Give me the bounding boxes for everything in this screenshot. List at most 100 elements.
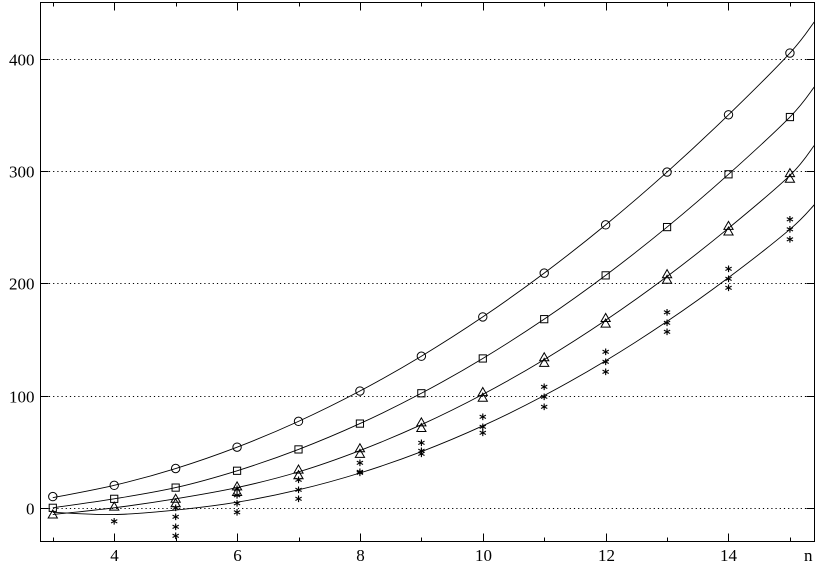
marker-triangle (108, 501, 120, 511)
marker-triangle (784, 173, 796, 183)
marker-asterisk: * (356, 458, 364, 474)
x-tick-label: 6 (233, 546, 242, 565)
marker-square (294, 445, 303, 454)
marker-triangle (784, 167, 796, 178)
y-tick-label: 100 (9, 388, 35, 407)
marker-asterisk: * (172, 512, 180, 528)
marker-asterisk: * (111, 517, 119, 533)
marker-circle (109, 480, 119, 491)
marker-triangle (538, 351, 550, 362)
marker-square (724, 170, 733, 179)
marker-circle (355, 386, 365, 396)
marker-square (171, 483, 180, 492)
marker-asterisk: * (479, 412, 487, 428)
marker-triangle (477, 392, 489, 402)
marker-triangle (661, 274, 673, 284)
marker-triangle (231, 486, 243, 497)
marker-asterisk: * (172, 503, 180, 519)
marker-circle (416, 351, 427, 361)
y-tick-label: 200 (9, 275, 35, 294)
grid-lines (40, 59, 815, 509)
marker-asterisk: * (602, 357, 610, 373)
marker-asterisk: * (418, 438, 426, 454)
marker-asterisk: * (725, 283, 733, 299)
marker-asterisk: * (786, 225, 794, 241)
marker-square (785, 112, 795, 122)
marker-asterisk: * (172, 522, 180, 538)
marker-triangle (415, 422, 427, 433)
marker-asterisk: * (541, 402, 549, 418)
y-tick-label: 400 (9, 51, 35, 70)
marker-asterisk: * (541, 382, 549, 398)
marker-asterisk: * (295, 475, 303, 491)
fit-curves (52, 21, 815, 516)
marker-circle (662, 167, 672, 177)
marker-triangle (170, 497, 182, 508)
marker-square (417, 389, 426, 398)
marker-triangle (293, 469, 304, 480)
marker-asterisk: * (356, 468, 364, 484)
marker-asterisk: * (725, 274, 733, 290)
marker-triangle (231, 480, 243, 491)
marker-asterisk: * (479, 428, 487, 444)
fit-curve-asterisk (52, 204, 815, 516)
fit-curve-triangle (52, 144, 815, 515)
marker-square (232, 466, 242, 475)
marker-circle (785, 48, 795, 58)
fit-curve-circle (52, 21, 815, 499)
marker-asterisk: * (602, 347, 610, 363)
marker-asterisk: * (295, 494, 303, 510)
marker-asterisk: * (418, 446, 426, 462)
marker-triangle (723, 225, 734, 236)
marker-asterisk: * (725, 264, 733, 280)
marker-circle (232, 442, 242, 452)
marker-circle (293, 416, 304, 427)
y-axis: 0 100 200 300 400 (9, 51, 815, 519)
plot-frame (40, 2, 815, 542)
data-markers: ************************************ (47, 48, 796, 547)
marker-asterisk: * (172, 531, 180, 547)
marker-triangle (538, 357, 550, 367)
marker-triangle (600, 318, 612, 328)
marker-triangle (600, 312, 612, 322)
marker-asterisk: * (663, 327, 671, 343)
marker-asterisk: * (418, 449, 426, 465)
marker-circle (170, 463, 181, 474)
marker-square (540, 315, 549, 324)
marker-asterisk: * (233, 499, 241, 515)
marker-asterisk: * (663, 308, 671, 324)
marker-asterisk: * (786, 214, 794, 230)
x-tick-label: 8 (356, 546, 365, 565)
x-tick-label: 14 (720, 546, 738, 565)
marker-circle (478, 312, 488, 322)
marker-asterisk: * (356, 467, 364, 483)
marker-asterisk: * (479, 422, 487, 438)
marker-square (355, 419, 365, 428)
marker-asterisk: * (786, 235, 794, 251)
fit-curve-square (52, 86, 815, 509)
marker-asterisk: * (233, 484, 241, 500)
x-tick-label: 10 (475, 546, 492, 565)
marker-triangle (354, 442, 366, 453)
x-axis-label: n (804, 546, 813, 565)
marker-asterisk: * (233, 508, 241, 524)
y-tick-label: 300 (9, 163, 35, 182)
marker-triangle (293, 464, 304, 474)
x-axis: 4 6 8 10 12 14 (53, 2, 791, 565)
marker-circle (539, 268, 549, 278)
marker-circle (600, 220, 611, 230)
marker-triangle (47, 508, 59, 519)
marker-asterisk: * (233, 491, 241, 507)
marker-triangle (354, 448, 366, 458)
x-tick-label: 4 (110, 546, 119, 565)
marker-square (478, 354, 487, 363)
marker-triangle (170, 493, 182, 503)
marker-circle (723, 110, 734, 120)
marker-asterisk: * (541, 392, 549, 408)
marker-triangle (661, 268, 673, 279)
x-tick-label: 12 (598, 546, 615, 565)
marker-triangle (415, 416, 427, 427)
marker-triangle (477, 386, 489, 397)
marker-asterisk: * (663, 318, 671, 334)
